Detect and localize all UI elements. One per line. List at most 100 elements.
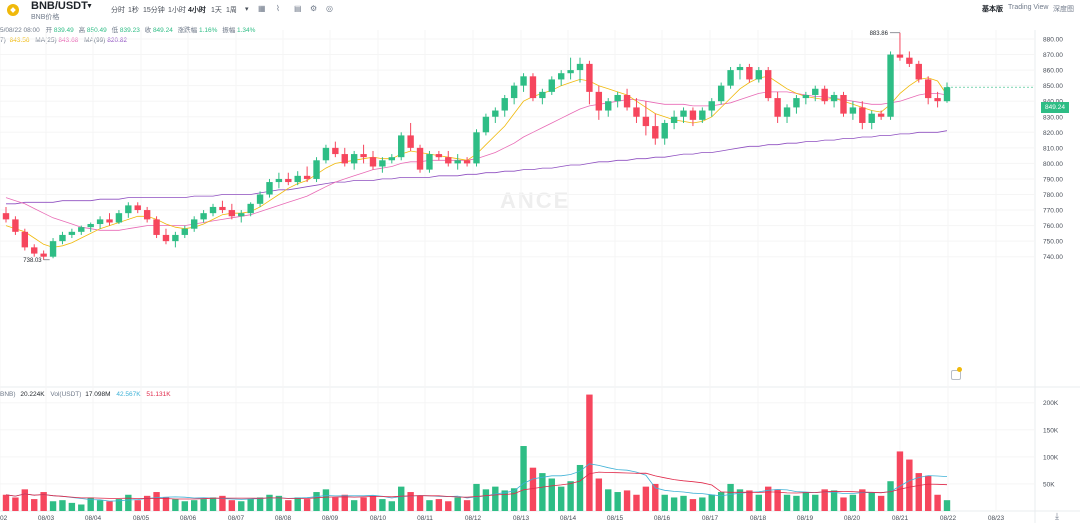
- interval-15m[interactable]: 15分钟: [143, 7, 165, 14]
- volume-bar: [877, 495, 885, 511]
- candle-body: [727, 70, 734, 86]
- date-tick-label: 08/03: [38, 515, 55, 522]
- volume-bar: [633, 494, 640, 511]
- volume-bar: [727, 483, 734, 511]
- candle-body: [915, 63, 922, 80]
- settings-circle-icon[interactable]: ◎: [326, 4, 333, 13]
- candle-body: [31, 247, 38, 254]
- volume-bar: [68, 502, 76, 511]
- low-label: 低: [111, 27, 119, 34]
- date-tick-label: 08/13: [513, 515, 530, 522]
- interval-1s[interactable]: 1秒: [128, 7, 139, 14]
- volume-tick-label: 100K: [1043, 454, 1059, 461]
- date-tick-label: 08/17: [702, 515, 719, 522]
- pair-title[interactable]: BNB/USDT: [31, 0, 88, 12]
- candle-body: [633, 107, 640, 117]
- caret-down-icon[interactable]: ▼: [86, 3, 93, 10]
- volume-bar: [699, 497, 706, 511]
- ma99-value: 820.82: [107, 37, 128, 44]
- candle-body: [802, 94, 810, 99]
- candle-body: [68, 231, 76, 235]
- candle-body: [492, 110, 499, 117]
- candle-body: [652, 126, 659, 139]
- ma99-label: MA(99): [84, 37, 106, 44]
- candle-body: [247, 203, 254, 214]
- volume-bar: [812, 494, 819, 511]
- interval-1w[interactable]: 1周: [226, 7, 237, 14]
- volume-bar: [492, 486, 499, 511]
- volume-bar: [153, 492, 160, 511]
- volume-bar: [463, 500, 471, 511]
- price-tick-label: 870.00: [1043, 52, 1063, 59]
- volume-bar: [510, 488, 518, 511]
- high-marker-label: 883.86: [870, 31, 889, 37]
- view-depth[interactable]: 深度图: [1053, 6, 1074, 13]
- indicator-chart-icon[interactable]: ⌇: [276, 4, 280, 13]
- price-tick-label: 780.00: [1043, 192, 1063, 199]
- interval-time[interactable]: 分时: [111, 7, 125, 14]
- grid-icon[interactable]: ▤: [294, 4, 302, 13]
- interval-4h[interactable]: 4小时: [188, 7, 206, 14]
- candle-body: [416, 147, 424, 170]
- candle-body: [501, 98, 508, 111]
- high-value: 850.49: [86, 27, 107, 34]
- candle-body: [605, 101, 612, 111]
- price-tick-label: 860.00: [1043, 68, 1063, 75]
- view-basic[interactable]: 基本版: [982, 6, 1003, 13]
- volume-bar: [746, 490, 753, 511]
- candle-body: [576, 63, 584, 71]
- volume-bar: [2, 494, 10, 511]
- volume-bar: [416, 495, 424, 511]
- volume-bar: [821, 489, 828, 511]
- candle-body: [868, 113, 875, 123]
- volume-bar: [539, 473, 546, 511]
- interval-more-caret[interactable]: ▾: [245, 6, 249, 13]
- candle-body: [238, 213, 245, 217]
- volume-bar: [482, 489, 490, 511]
- candle-body: [78, 227, 85, 232]
- candle-body: [162, 234, 170, 242]
- candle-body: [877, 113, 885, 117]
- volume-bar: [774, 489, 781, 511]
- price-tick-label: 880.00: [1043, 37, 1063, 44]
- candle-body: [708, 101, 715, 111]
- view-tradingview[interactable]: Trading View: [1008, 4, 1049, 11]
- candle-body: [783, 107, 791, 117]
- candle-body: [567, 70, 574, 74]
- volume-bar: [445, 501, 452, 511]
- close-label: 收: [144, 27, 152, 34]
- volume-bar: [115, 499, 123, 511]
- volume-bar: [379, 499, 386, 511]
- volume-bar: [793, 495, 800, 511]
- volume-bar: [238, 501, 245, 511]
- gear-icon[interactable]: ⚙: [310, 4, 318, 13]
- candle-body: [294, 175, 301, 183]
- pair-sublabel[interactable]: BNB价格: [31, 14, 60, 21]
- interval-1d[interactable]: 1天: [211, 7, 222, 14]
- candle-body: [40, 253, 47, 257]
- volume-legend: BNB) 20.224K Vol(USDT) 17.098M 42.567K 5…: [0, 391, 171, 398]
- candle-body: [680, 110, 687, 117]
- bnb-coin-icon: [7, 4, 19, 16]
- candle-body: [586, 63, 593, 92]
- volume-bar: [924, 475, 932, 511]
- scroll-to-latest-icon[interactable]: ⤓: [1055, 511, 1059, 521]
- open-value: 839.49: [53, 27, 74, 34]
- volume-bar: [642, 486, 650, 511]
- alert-icon[interactable]: [951, 370, 961, 380]
- interval-1h[interactable]: 1小时: [168, 7, 186, 14]
- high-label: 高: [78, 27, 86, 34]
- volume-bar: [943, 500, 951, 511]
- ma99-line: [6, 130, 948, 205]
- calendar-icon[interactable]: ▦: [258, 4, 266, 13]
- volume-bar: [407, 492, 414, 511]
- amp-label: 振幅: [222, 27, 236, 34]
- date-tick-label: 08/21: [892, 515, 909, 522]
- date-tick-label: 08/07: [228, 515, 245, 522]
- candle-body: [482, 116, 490, 133]
- volume-bar: [915, 473, 922, 511]
- volume-bar: [896, 451, 904, 511]
- volume-bar: [31, 499, 38, 511]
- volume-bar: [576, 464, 584, 511]
